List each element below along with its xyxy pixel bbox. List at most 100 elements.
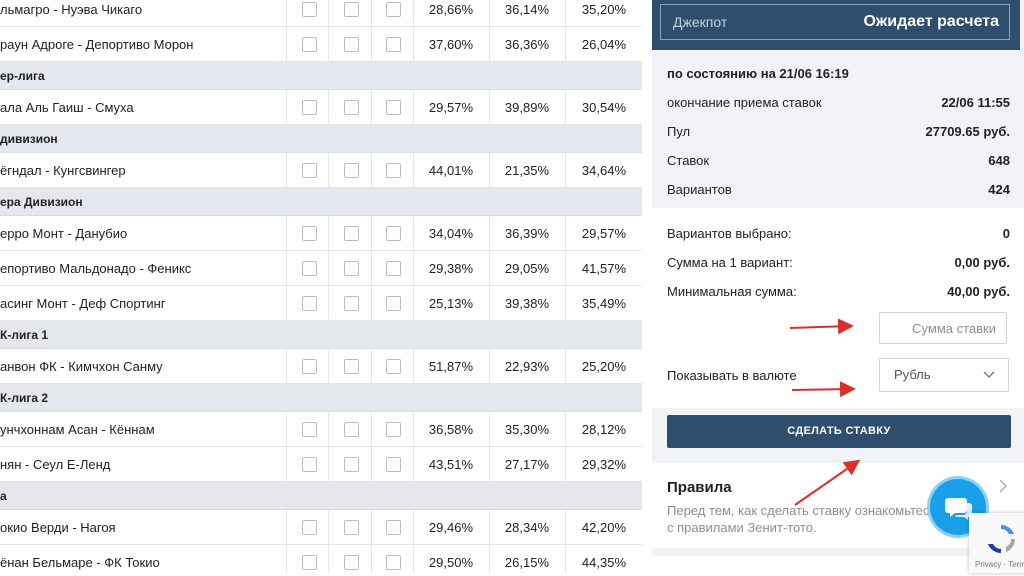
outcome-1-checkbox[interactable] [302,422,317,437]
table-row: раун Адроге - Депортиво Морон 37,60% 36,36… [0,27,642,62]
percentage-p1: 29,57% [428,99,473,115]
outcome-2-checkbox[interactable] [386,422,401,437]
outcome-1-checkbox[interactable] [302,37,317,52]
column-divider [286,216,287,250]
column-divider [413,27,414,61]
outcome-2-checkbox[interactable] [386,261,401,276]
column-divider [565,545,566,573]
outcome-x-checkbox[interactable] [344,163,359,178]
outcome-1-checkbox[interactable] [302,296,317,311]
outcome-x-checkbox[interactable] [344,422,359,437]
outcome-2-checkbox[interactable] [386,2,401,17]
currency-label: Показывать в валюте [667,368,797,383]
outcome-2-checkbox[interactable] [386,37,401,52]
outcome-x-checkbox[interactable] [344,457,359,472]
bottom-card [652,556,1024,576]
percentage-p1: 43,51% [428,456,473,472]
outcome-2-checkbox[interactable] [386,296,401,311]
column-divider [489,510,490,544]
column-divider [413,349,414,383]
column-divider [565,251,566,285]
bets-line: Ставок 648 [667,153,1010,168]
outcome-1-checkbox[interactable] [302,520,317,535]
column-divider [286,447,287,481]
outcome-2-checkbox[interactable] [386,457,401,472]
outcome-1-checkbox[interactable] [302,555,317,570]
outcome-1-checkbox[interactable] [302,163,317,178]
place-bet-button[interactable]: СДЕЛАТЬ СТАВКУ [667,415,1011,448]
percentage-px: 21,35% [504,162,549,178]
percentage-p2: 35,49% [581,295,626,311]
percentage-p2: 30,54% [581,99,626,115]
percentage-p2: 35,20% [581,1,626,17]
outcome-x-checkbox[interactable] [344,100,359,115]
outcome-2-checkbox[interactable] [386,555,401,570]
percentage-px: 39,89% [504,99,549,115]
per-variant-value: 0,00 руб. [954,255,1010,270]
column-divider [489,545,490,573]
league-name: ер-лига [0,68,45,83]
outcome-1-checkbox[interactable] [302,2,317,17]
outcome-x-checkbox[interactable] [344,226,359,241]
currency-select[interactable]: Рубль [879,358,1009,392]
percentage-p1: 29,38% [428,260,473,276]
column-divider [413,153,414,187]
outcome-x-checkbox[interactable] [344,296,359,311]
column-divider [286,349,287,383]
column-divider [286,510,287,544]
recaptcha-badge[interactable]: Privacy - Terms [969,513,1024,573]
as-of-text: по состоянию на 21/06 16:19 [667,66,849,81]
percentage-p1: 44,01% [428,162,473,178]
outcome-2-checkbox[interactable] [386,359,401,374]
outcome-2-checkbox[interactable] [386,520,401,535]
league-header-row: ера Дивизион [0,188,642,216]
jackpot-status: Ожидает расчета [863,13,999,30]
outcome-x-checkbox[interactable] [344,359,359,374]
outcome-x-checkbox[interactable] [344,520,359,535]
outcome-x-checkbox[interactable] [344,555,359,570]
table-row: нян - Сеул Е-Ленд 43,51% 27,17% 29,32% [0,447,642,482]
match-name: епортиво Мальдонадо - Феникс [0,260,192,276]
outcome-2-checkbox[interactable] [386,163,401,178]
outcome-x-checkbox[interactable] [344,37,359,52]
outcome-1-checkbox[interactable] [302,457,317,472]
table-row: ёгндал - Кунгсвингер 44,01% 21,35% 34,64% [0,153,642,188]
match-name: раун Адроге - Депортиво Морон [0,36,194,52]
outcome-1-checkbox[interactable] [302,261,317,276]
league-name: ера Дивизион [0,194,83,209]
currency-line: Показывать в валюте [667,368,797,383]
column-divider [286,286,287,320]
match-name: асинг Монт - Деф Спортинг [0,295,166,311]
match-name: ёнан Бельмаре - ФК Токио [0,554,160,570]
close-time-value: 22/06 11:55 [941,95,1010,110]
percentage-px: 35,30% [504,421,549,437]
column-divider [489,447,490,481]
outcome-1-checkbox[interactable] [302,359,317,374]
column-divider [565,90,566,124]
outcome-2-checkbox[interactable] [386,100,401,115]
jackpot-tab[interactable]: Джекпот Ожидает расчета [660,4,1010,40]
match-name: льмагро - Нуэва Чикаго [0,1,143,17]
percentage-p1: 34,04% [428,225,473,241]
column-divider [413,286,414,320]
column-divider [328,27,329,61]
column-divider [413,251,414,285]
bet-amount-input[interactable] [879,312,1007,344]
recaptcha-icon [988,525,1015,553]
outcome-x-checkbox[interactable] [344,261,359,276]
outcome-2-checkbox[interactable] [386,226,401,241]
league-header-row: дивизион [0,125,642,153]
column-divider [413,447,414,481]
outcome-1-checkbox[interactable] [302,100,317,115]
percentage-px: 28,34% [504,519,549,535]
outcome-x-checkbox[interactable] [344,2,359,17]
table-row: унчхоннам Асан - Кённам 36,58% 35,30% 28,12… [0,412,642,447]
column-divider [565,286,566,320]
column-divider [565,412,566,446]
column-divider [286,27,287,61]
match-name: ерро Монт - Данубио [0,225,128,241]
outcome-1-checkbox[interactable] [302,226,317,241]
column-divider [328,286,329,320]
percentage-p2: 28,12% [581,421,626,437]
column-divider [565,153,566,187]
